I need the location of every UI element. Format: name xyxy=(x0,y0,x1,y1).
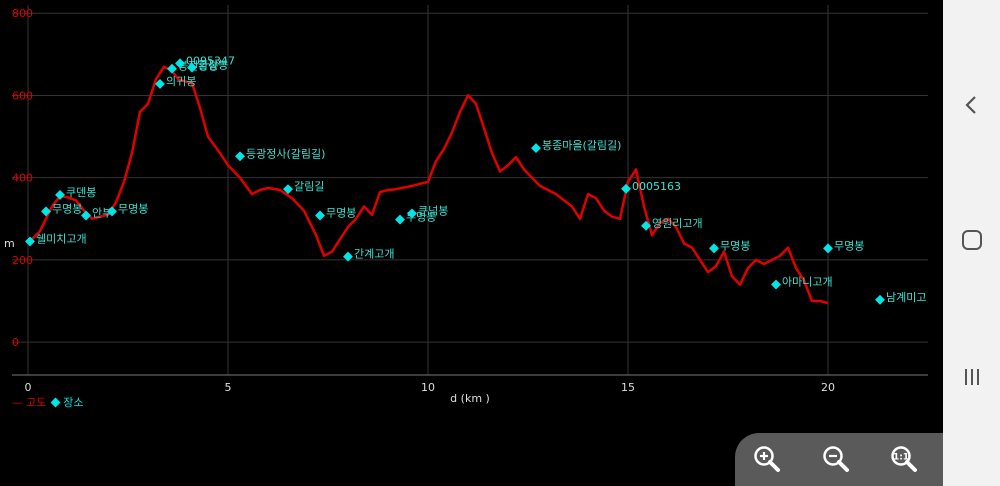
place-label: 쉘미치고개 xyxy=(36,232,87,245)
home-icon[interactable] xyxy=(943,210,1000,270)
x-tick-label: 20 xyxy=(821,381,835,394)
place-marker xyxy=(175,58,185,69)
zoom-in-icon[interactable] xyxy=(749,441,785,477)
y-tick-label: 400 xyxy=(12,172,33,185)
place-marker xyxy=(25,236,35,247)
place-marker xyxy=(155,78,165,89)
place-label: 금강봉 xyxy=(198,58,228,71)
place-label: 쿠덴봉 xyxy=(66,186,96,199)
place-label: 무명봉 xyxy=(52,202,82,215)
zoom-controls: 1:1 xyxy=(735,433,943,486)
place-label: 남계미고 xyxy=(886,291,926,304)
place-label: 안부 xyxy=(92,206,112,219)
place-marker xyxy=(315,210,325,221)
y-tick-label: 0 xyxy=(12,336,19,349)
place-marker xyxy=(55,189,65,200)
x-tick-label: 10 xyxy=(421,381,435,394)
x-tick-label: 0 xyxy=(25,381,32,394)
x-tick-label: 15 xyxy=(621,381,635,394)
place-marker xyxy=(107,206,117,217)
recent-apps-icon[interactable] xyxy=(943,347,1000,407)
zoom-out-icon[interactable] xyxy=(818,441,854,477)
place-label: 무명봉 xyxy=(720,239,750,252)
place-marker xyxy=(41,206,51,217)
place-label: 봉전황봉 xyxy=(178,60,218,73)
place-marker xyxy=(823,243,833,254)
place-label: 무명봉 xyxy=(326,206,356,219)
chart-area[interactable]: 0 200 400 600 800 0 5 10 15 20 쉘미치고개 무명봉 쿠덴봉 안부 무명봉 의귀봉… xyxy=(0,0,943,486)
y-axis-label: m xyxy=(4,237,15,250)
place-marker xyxy=(709,243,719,254)
place-marker xyxy=(235,151,245,162)
place-label: 간계고개 xyxy=(354,248,394,261)
legend-point-swatch xyxy=(50,397,61,407)
place-label: 영원리고개 xyxy=(652,217,703,230)
place-marker xyxy=(81,210,91,221)
legend-line-label: 고도 xyxy=(26,396,47,409)
place-marker xyxy=(621,183,631,194)
legend-line-swatch: — xyxy=(12,395,23,409)
place-label: 의귀봉 xyxy=(166,75,196,88)
elevation-line xyxy=(27,65,829,305)
system-nav-bar xyxy=(943,0,1000,486)
place-label: 아마니고개 xyxy=(782,276,833,289)
place-marker xyxy=(531,143,541,154)
x-axis-label: d (km ) xyxy=(450,392,490,405)
place-marker xyxy=(641,220,651,231)
x-tick-label: 5 xyxy=(225,381,232,394)
place-label: 0095347 xyxy=(186,54,235,67)
place-label: 등광정사(갈림길) xyxy=(246,146,325,160)
place-label: 무명봉 xyxy=(834,239,864,252)
svg-text:1:1: 1:1 xyxy=(893,453,909,463)
y-tick-label: 800 xyxy=(12,7,33,20)
place-label: 큰넘봉 xyxy=(418,204,448,217)
place-label: 봉종마을(갈림길) xyxy=(542,138,621,152)
legend: — 고도 장소 xyxy=(12,395,84,410)
place-marker xyxy=(343,251,353,262)
place-marker xyxy=(283,184,293,195)
place-label: 0005163 xyxy=(632,180,681,193)
legend-point-label: 장소 xyxy=(63,396,84,409)
y-tick-label: 600 xyxy=(12,89,33,102)
y-tick-label: 200 xyxy=(12,254,33,267)
place-label: 갈림길 xyxy=(294,179,324,193)
place-label: 무명봉 xyxy=(118,202,148,215)
place-marker xyxy=(167,63,177,74)
place-marker xyxy=(395,214,405,225)
zoom-reset-icon[interactable]: 1:1 xyxy=(886,441,922,477)
place-marker xyxy=(407,208,417,219)
place-marker xyxy=(771,279,781,290)
back-chevron-icon[interactable] xyxy=(943,75,1000,135)
place-marker xyxy=(875,294,885,305)
